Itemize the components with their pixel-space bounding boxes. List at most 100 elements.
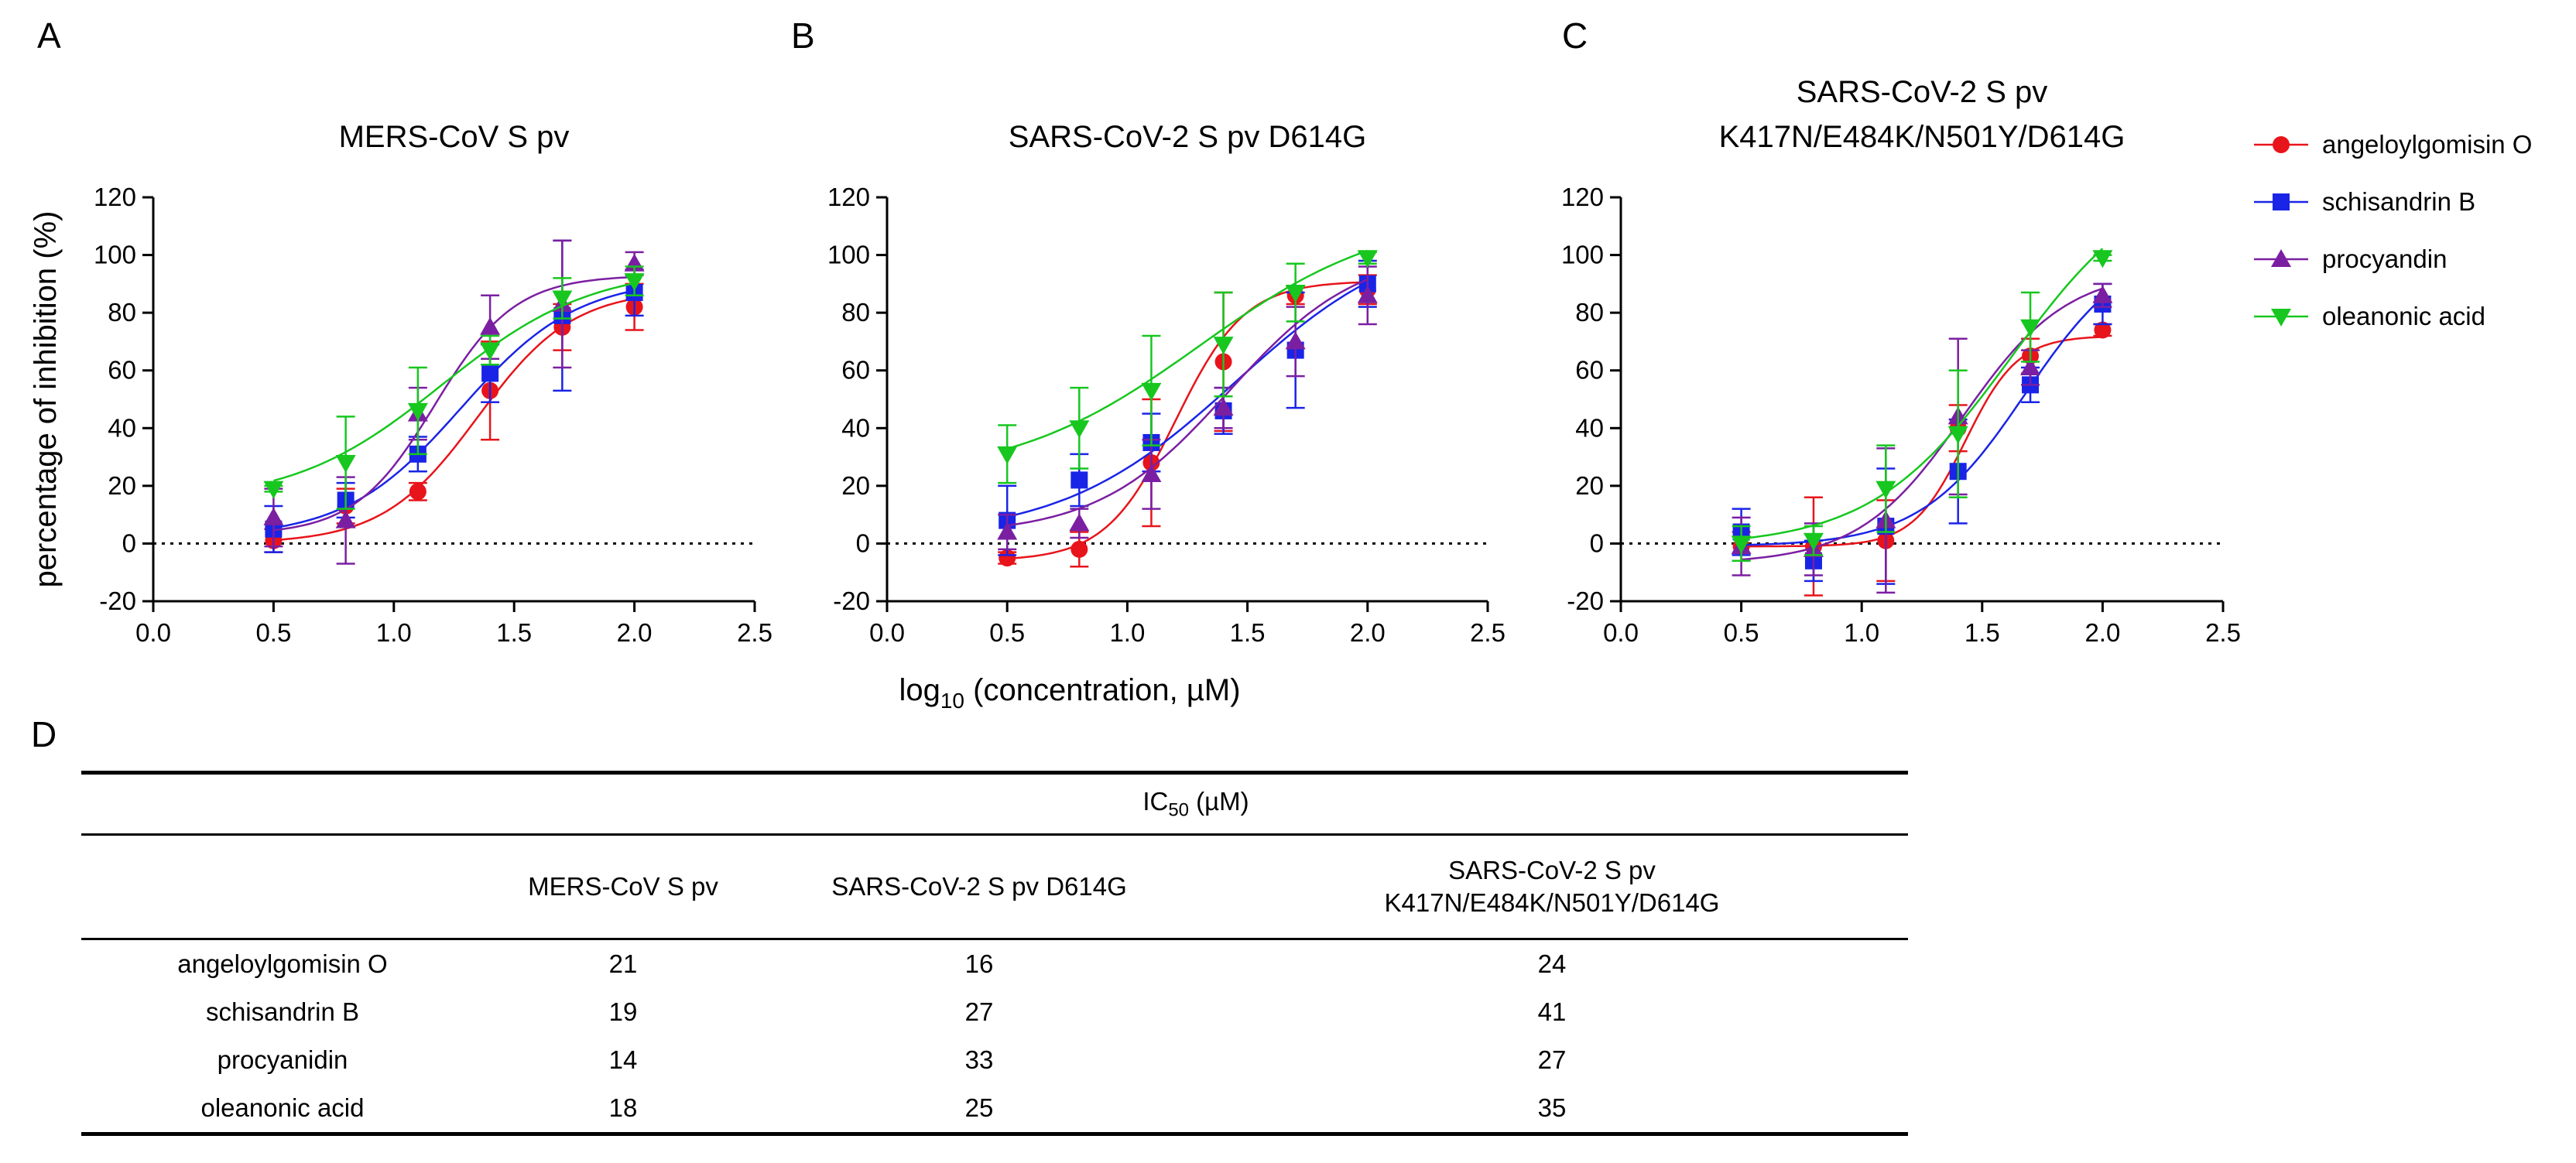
y-tick-label: 60 <box>1575 356 1604 385</box>
fit-curve <box>273 289 635 529</box>
legend: angeloylgomisin O schisandrin B procyandin… <box>2254 130 2532 330</box>
ic50-table: IC50 (µM) MERS-CoV S pv SARS-CoV-2 S pv … <box>81 771 1908 1136</box>
row-label: angeloylgomisin O <box>177 949 388 978</box>
legend-marker <box>2273 136 2290 153</box>
column-header: MERS-CoV S pv <box>484 834 762 940</box>
chart-panels: A MERS-CoV S pv -20 0 20 40 60 80 100 120 0.0 0.5 1.… <box>29 15 2241 647</box>
data-point <box>1141 463 1162 482</box>
x-tick-label: 1.0 <box>376 618 412 647</box>
y-tick-label: 20 <box>841 471 870 500</box>
series-schisandrin-b <box>264 239 644 553</box>
legend-marker <box>2273 193 2290 210</box>
table-caption-row: IC50 (µM) <box>81 771 1908 836</box>
panel-letter: B <box>791 15 815 56</box>
x-axis-label: log10 (concentration, µM) <box>899 673 1240 713</box>
chart-title: K417N/E484K/N501Y/D614G <box>1719 120 2126 154</box>
table-cell: 21 <box>608 949 638 978</box>
y-tick-label: -20 <box>99 587 136 615</box>
x-tick-label: 2.0 <box>1350 618 1386 647</box>
data-point <box>335 510 356 528</box>
data-point <box>480 316 501 335</box>
table-cell: 33 <box>964 1045 994 1074</box>
data-point <box>1285 285 1306 303</box>
x-tick-label: 1.0 <box>1844 618 1879 647</box>
data-point <box>263 481 284 499</box>
y-tick-label: 20 <box>1575 471 1604 500</box>
table-caption: IC50 (µM) <box>484 771 1908 836</box>
y-tick-label: 0 <box>122 528 136 557</box>
series-procyandin <box>263 239 645 565</box>
data-point <box>624 273 645 292</box>
data-point <box>1947 426 1968 444</box>
panel-letter: A <box>37 15 61 56</box>
y-tick-label: 120 <box>94 183 136 211</box>
legend-item-oleanonic-acid: oleanonic acid <box>2254 302 2485 330</box>
data-point <box>480 342 501 361</box>
y-tick-label: 0 <box>856 528 870 557</box>
column-header: SARS-CoV-2 S pv D614G <box>762 834 1196 940</box>
data-point <box>409 483 426 501</box>
x-tick-label: 0.5 <box>1724 618 1759 647</box>
y-tick-label: -20 <box>833 587 870 615</box>
column-header: SARS-CoV-2 S pv K417N/E484K/N501Y/D614G <box>1196 834 1908 940</box>
panel-letter: C <box>1562 15 1588 56</box>
legend-item-schisandrin-b: schisandrin B <box>2254 187 2475 216</box>
x-tick-label: 1.5 <box>1965 618 2000 647</box>
figure-canvas: A MERS-CoV S pv -20 0 20 40 60 80 100 120 0.0 0.5 1.… <box>29 15 2532 713</box>
chart-title: SARS-CoV-2 S pv <box>1797 75 2048 109</box>
data-point <box>1731 535 1752 554</box>
table-cell: 41 <box>1537 997 1567 1026</box>
fit-curve <box>273 282 635 482</box>
fit-curve <box>273 297 635 542</box>
y-tick-label: 80 <box>841 298 870 327</box>
table-row: oleanonic acid 18 25 35 <box>81 1084 1908 1136</box>
legend-item-angeloylgomisin-o: angeloylgomisin O <box>2254 130 2532 159</box>
data-point <box>1357 250 1378 269</box>
table-cell: 14 <box>608 1045 638 1074</box>
legend-item-procyandin: procyandin <box>2254 245 2447 273</box>
y-tick-label: 100 <box>827 241 870 269</box>
x-tick-label: 2.0 <box>2084 618 2120 647</box>
y-tick-label: 100 <box>1561 241 1604 269</box>
x-tick-label: 0.5 <box>989 618 1025 647</box>
chart-panel-b: B SARS-CoV-2 S pv D614G -20 0 20 40 60 80 100 120… <box>791 15 1506 647</box>
data-point <box>1069 420 1090 439</box>
x-tick-label: 2.5 <box>1470 618 1506 647</box>
y-tick-label: 60 <box>841 356 870 385</box>
table-cell: 19 <box>608 997 638 1026</box>
data-point <box>1357 285 1378 303</box>
table-cell: 18 <box>484 1084 762 1136</box>
fit-curve <box>1741 248 2104 540</box>
x-tick-label: 1.5 <box>496 618 532 647</box>
y-tick-label: 80 <box>1575 298 1604 327</box>
row-label: schisandrin B <box>205 997 360 1026</box>
series-oleanonic-acid <box>263 265 645 510</box>
fit-curve <box>1741 296 2104 546</box>
table-row: schisandrin B 19 27 41 <box>81 988 1908 1036</box>
panel-letter-d: D <box>31 714 57 754</box>
data-point <box>1070 471 1088 489</box>
fit-curve <box>1006 281 1368 518</box>
data-point <box>997 522 1018 540</box>
data-point <box>1070 540 1088 558</box>
data-point <box>1875 481 1896 499</box>
table-cell: 16 <box>964 949 994 978</box>
data-point <box>1141 382 1162 401</box>
fit-curve <box>1007 281 1368 560</box>
x-tick-label: 2.5 <box>2205 618 2241 647</box>
x-tick-label: 1.5 <box>1230 618 1266 647</box>
series-angeloylgomisin-o <box>998 274 1377 568</box>
legend-label: angeloylgomisin O <box>2322 130 2532 159</box>
data-point <box>2094 321 2112 339</box>
x-tick-label: 0.0 <box>135 618 171 647</box>
y-tick-label: 40 <box>841 413 870 442</box>
y-tick-label: 80 <box>108 298 136 327</box>
y-tick-label: -20 <box>1567 587 1604 615</box>
chart-title: SARS-CoV-2 S pv D614G <box>1009 120 1366 154</box>
y-tick-label: 40 <box>1575 413 1604 442</box>
series-angeloylgomisin-o <box>264 282 644 553</box>
data-point <box>335 455 356 474</box>
x-tick-label: 1.0 <box>1109 618 1145 647</box>
ic50-table-wrapper: IC50 (µM) MERS-CoV S pv SARS-CoV-2 S pv … <box>81 771 1908 1136</box>
data-point <box>997 446 1018 464</box>
